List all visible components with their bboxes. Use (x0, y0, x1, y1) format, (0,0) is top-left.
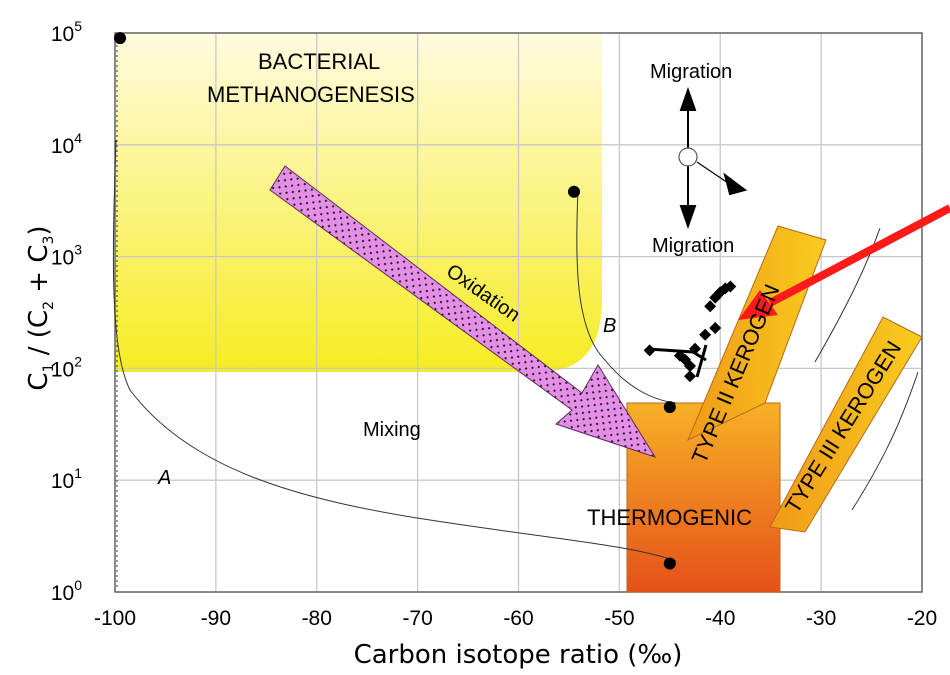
type-iii-kerogen-label: TYPE III KEROGEN (780, 336, 906, 517)
x-tick-label: -80 (302, 607, 332, 630)
y-tick-labels: 100 101 102 103 104 105 (51, 18, 82, 605)
bacterial-methanogenesis-region (115, 33, 602, 372)
y-tick-label: 103 (51, 242, 82, 270)
mixing-label: Mixing (363, 419, 421, 441)
migration-top-label: Migration (650, 61, 732, 83)
curve-a-label: A (157, 467, 171, 489)
migration-origin (678, 147, 698, 167)
sample-point (704, 300, 717, 313)
red-pointer-arrow (738, 204, 950, 320)
x-tick-label: -60 (503, 607, 533, 630)
y-tick-label: 104 (51, 130, 82, 158)
curve-b (576, 189, 677, 404)
sample-point (689, 342, 702, 355)
curve-endpoint (114, 32, 127, 45)
curve-endpoint (567, 185, 580, 198)
sample-point (699, 328, 712, 341)
bacterial-label-line2: METHANOGENESIS (207, 82, 415, 107)
x-tick-label: -20 (907, 607, 937, 630)
migration-side-arrow (723, 172, 748, 196)
curve-a (112, 139, 677, 562)
migration-mid-label: Migration (652, 235, 734, 257)
sample-point (643, 344, 656, 357)
thermogenic-layer (626, 225, 923, 593)
x-tick-label: -100 (94, 607, 136, 630)
sample-point (683, 360, 696, 373)
y-axis-title: C1 / (C2 + C3) (24, 225, 57, 390)
x-tick-label: -50 (604, 607, 634, 630)
curve-endpoints (114, 32, 676, 570)
x-tick-label: -70 (402, 607, 432, 630)
thermogenic-label: THERMOGENIC (587, 505, 752, 530)
migration-up-arrow (679, 86, 697, 111)
type-iii-kerogen-band (769, 316, 923, 533)
curve-endpoint (663, 401, 676, 414)
y-tick-label: 100 (51, 577, 82, 605)
y-tick-label: 101 (51, 465, 82, 493)
type-ii-kerogen-band (687, 225, 827, 442)
region-layer (115, 33, 602, 372)
type-iii-trend-arrow (851, 371, 919, 511)
sample-connector-2 (695, 344, 708, 378)
sample-points (643, 280, 737, 383)
y-tick-label: 105 (51, 18, 82, 46)
y-tick-label: 102 (51, 353, 82, 381)
x-tick-label: -40 (705, 607, 735, 630)
x-tick-label: -30 (806, 607, 836, 630)
curve-b-label: B (603, 315, 616, 337)
sample-point (709, 321, 722, 334)
x-axis-title: Carbon isotope ratio (‰) (354, 640, 683, 670)
curve-endpoint (663, 557, 676, 570)
oxidation-arrow (269, 165, 657, 458)
bacterial-label-line1: BACTERIAL (258, 49, 380, 74)
x-tick-labels: -100 -90 -80 -70 -60 -50 -40 -30 -20 (94, 607, 937, 630)
sample-point (683, 370, 696, 383)
migration-down-arrow (679, 205, 697, 230)
type-ii-trend-arrow (814, 227, 881, 363)
sample-point (724, 280, 737, 293)
migration-arrows (678, 86, 748, 230)
curve-layer (112, 35, 919, 590)
x-tick-label: -90 (201, 607, 231, 630)
